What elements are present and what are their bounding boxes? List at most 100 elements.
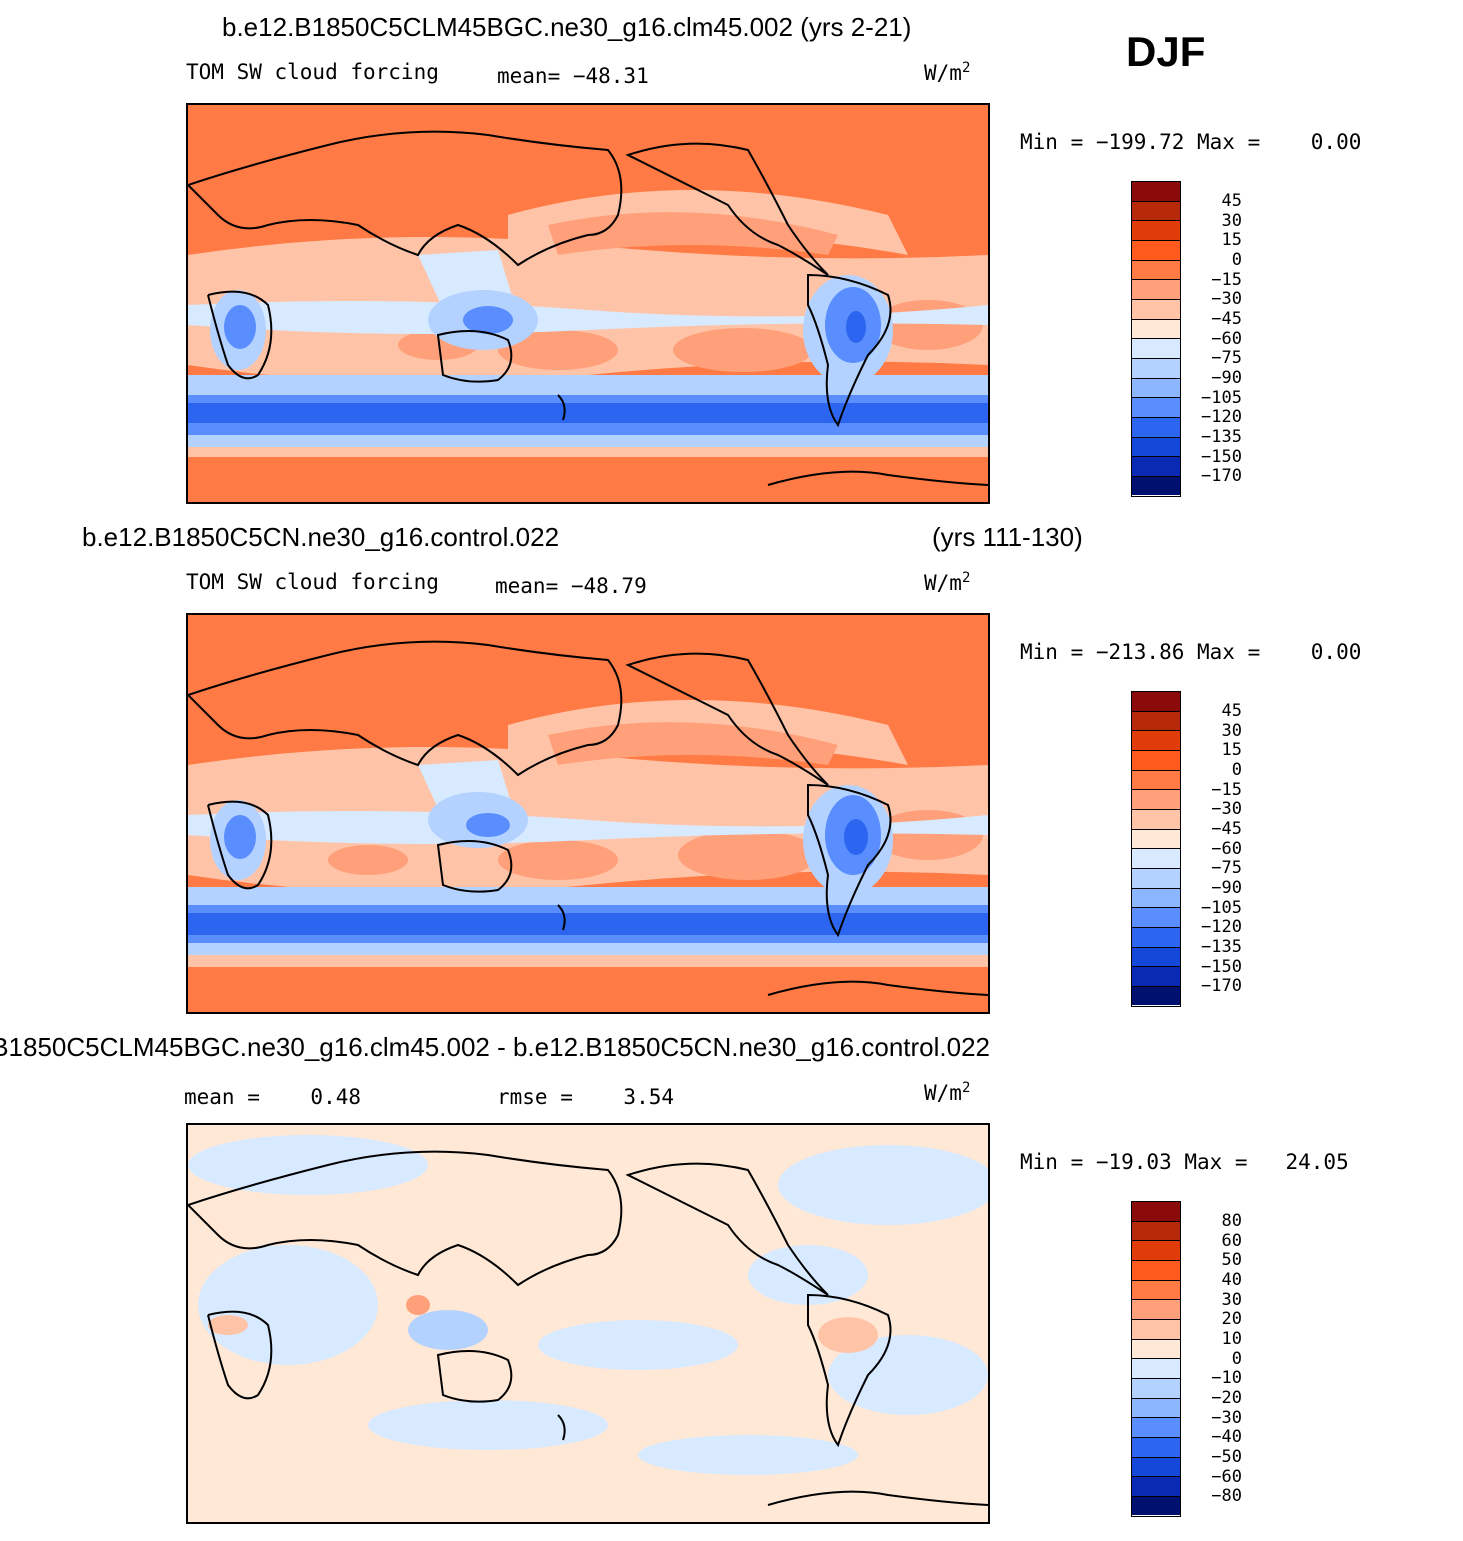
panel-2-colorbar-label: −60 <box>1211 839 1242 859</box>
panel-1-colorbar-label: −45 <box>1211 309 1242 329</box>
panel-2-mean-label: mean= −48.79 <box>495 574 647 598</box>
panel-2-colorbar-label: −120 <box>1201 917 1242 937</box>
panel-2-years: (yrs 111-130) <box>932 522 1083 552</box>
panel-2-colorbar-label: 15 <box>1221 740 1242 760</box>
panel-1-colorbar-label: −135 <box>1201 427 1242 447</box>
panel-2-colorbar-label: −150 <box>1201 957 1242 977</box>
panel-2-colorbar-label: −170 <box>1201 976 1242 996</box>
panel-3-case-title: b.e12.B1850C5CLM45BGC.ne30_g16.clm45.002… <box>0 1032 990 1062</box>
panel-3-colorbar-swatch <box>1132 1281 1180 1300</box>
panel-3-colorbar-label: −80 <box>1211 1486 1242 1506</box>
panel-2-colorbar-swatch <box>1132 712 1180 731</box>
panel-2-colorbar-swatch <box>1132 731 1180 751</box>
panel-3-colorbar-swatch <box>1132 1477 1180 1497</box>
panel-2-colorbar-label: −45 <box>1211 819 1242 839</box>
panel-1-variable-label: TOM SW cloud forcing <box>186 60 439 84</box>
panel-2-colorbar-swatch <box>1132 967 1180 987</box>
panel-3-colorbar-label: 60 <box>1221 1231 1242 1251</box>
panel-1-colorbar-swatch <box>1132 457 1180 477</box>
panel-3-colorbar-label: −10 <box>1211 1368 1242 1388</box>
panel-3-colorbar-swatch <box>1132 1399 1180 1418</box>
panel-1-minmax-label: Min = −199.72 Max = 0.00 <box>1020 130 1362 154</box>
panel-3-minmax-label: Min = −19.03 Max = 24.05 <box>1020 1150 1349 1174</box>
panel-3-colorbar-swatch <box>1132 1261 1180 1281</box>
panel-1-colorbar-label: −15 <box>1211 270 1242 290</box>
panel-2-colorbar-swatch <box>1132 790 1180 810</box>
panel-2-colorbar-label: 45 <box>1221 701 1242 721</box>
panel-2-units: W/m2 <box>924 570 971 595</box>
panel-3-colorbar-swatch <box>1132 1418 1180 1438</box>
panel-2-colorbar-label: 0 <box>1231 760 1242 780</box>
panel-3-colorbar-label: 0 <box>1231 1349 1242 1369</box>
panel-3-colorbar-swatch <box>1132 1300 1180 1320</box>
panel-2-colorbar-swatch <box>1132 810 1180 830</box>
panel-3-colorbar-label: −20 <box>1211 1388 1242 1408</box>
panel-1-colorbar-label: −150 <box>1201 447 1242 467</box>
panel-1-colorbar-swatch <box>1132 182 1180 202</box>
panel-1-colorbar-label: −170 <box>1201 466 1242 486</box>
panel-3-colorbar-label: −60 <box>1211 1467 1242 1487</box>
panel-1-colorbar <box>1131 181 1181 497</box>
panel-3-colorbar <box>1131 1201 1181 1517</box>
panel-2-colorbar-label: −15 <box>1211 780 1242 800</box>
panel-1-case-title: b.e12.B1850C5CLM45BGC.ne30_g16.clm45.002… <box>222 12 912 42</box>
panel-3-title-clip: b.e12.B1850C5CLM45BGC.ne30_g16.clm45.002… <box>0 1030 995 1066</box>
panel-1-colorbar-swatch <box>1132 438 1180 457</box>
panel-3-colorbar-label: −50 <box>1211 1447 1242 1467</box>
panel-1-map <box>186 103 990 504</box>
panel-1-contour-field <box>188 105 988 502</box>
panel-3-colorbar-label: 40 <box>1221 1270 1242 1290</box>
panel-1-colorbar-label: −30 <box>1211 289 1242 309</box>
panel-2-minmax-label: Min = −213.86 Max = 0.00 <box>1020 640 1362 664</box>
panel-3-colorbar-swatch <box>1132 1202 1180 1222</box>
panel-3-colorbar-swatch <box>1132 1222 1180 1241</box>
season-label: DJF <box>1126 28 1206 75</box>
panel-1-colorbar-swatch <box>1132 477 1180 495</box>
panel-1-colorbar-label: −120 <box>1201 407 1242 427</box>
panel-3-colorbar-label: 20 <box>1221 1309 1242 1329</box>
panel-1-colorbar-swatch <box>1132 398 1180 418</box>
panel-3-colorbar-swatch <box>1132 1497 1180 1515</box>
panel-1-colorbar-swatch <box>1132 261 1180 280</box>
panel-1-units: W/m2 <box>924 60 971 85</box>
panel-1-colorbar-label: 30 <box>1221 211 1242 231</box>
panel-2-contour-field <box>188 615 988 1012</box>
panel-1-colorbar-swatch <box>1132 221 1180 241</box>
panel-3-colorbar-label: −40 <box>1211 1427 1242 1447</box>
panel-3-colorbar-swatch <box>1132 1379 1180 1399</box>
panel-1-colorbar-label: −75 <box>1211 348 1242 368</box>
panel-3-colorbar-swatch <box>1132 1438 1180 1458</box>
panel-3-rmse-label: rmse = 3.54 <box>497 1085 675 1109</box>
panel-2-colorbar-swatch <box>1132 751 1180 771</box>
panel-3-colorbar-swatch <box>1132 1458 1180 1477</box>
panel-2-colorbar-swatch <box>1132 908 1180 928</box>
panel-2-colorbar-swatch <box>1132 987 1180 1005</box>
panel-2-colorbar-label: −90 <box>1211 878 1242 898</box>
panel-1-colorbar-label: −60 <box>1211 329 1242 349</box>
panel-2-colorbar-label: 30 <box>1221 721 1242 741</box>
panel-1-colorbar-swatch <box>1132 379 1180 398</box>
panel-1-colorbar-swatch <box>1132 339 1180 359</box>
panel-3-colorbar-swatch <box>1132 1320 1180 1340</box>
panel-1-colorbar-label: −105 <box>1201 388 1242 408</box>
panel-3-colorbar-swatch <box>1132 1241 1180 1261</box>
panel-2-colorbar <box>1131 691 1181 1007</box>
panel-2-colorbar-swatch <box>1132 692 1180 712</box>
panel-1-colorbar-swatch <box>1132 280 1180 300</box>
panel-3-map <box>186 1123 990 1524</box>
panel-1-colorbar-swatch <box>1132 300 1180 320</box>
panel-2-colorbar-swatch <box>1132 830 1180 849</box>
panel-3-colorbar-label: 80 <box>1221 1211 1242 1231</box>
panel-3-colorbar-label: 50 <box>1221 1250 1242 1270</box>
panel-1-mean-label: mean= −48.31 <box>497 64 649 88</box>
panel-2-colorbar-label: −135 <box>1201 937 1242 957</box>
panel-2-colorbar-label: −75 <box>1211 858 1242 878</box>
panel-3-colorbar-label: 30 <box>1221 1290 1242 1310</box>
panel-2-case-title: b.e12.B1850C5CN.ne30_g16.control.022 <box>82 522 560 552</box>
panel-2-map <box>186 613 990 1014</box>
panel-3-colorbar-label: −30 <box>1211 1408 1242 1428</box>
panel-2-variable-label: TOM SW cloud forcing <box>186 570 439 594</box>
panel-1-colorbar-swatch <box>1132 320 1180 339</box>
panel-3-units: W/m2 <box>924 1080 971 1105</box>
panel-1-colorbar-swatch <box>1132 418 1180 438</box>
